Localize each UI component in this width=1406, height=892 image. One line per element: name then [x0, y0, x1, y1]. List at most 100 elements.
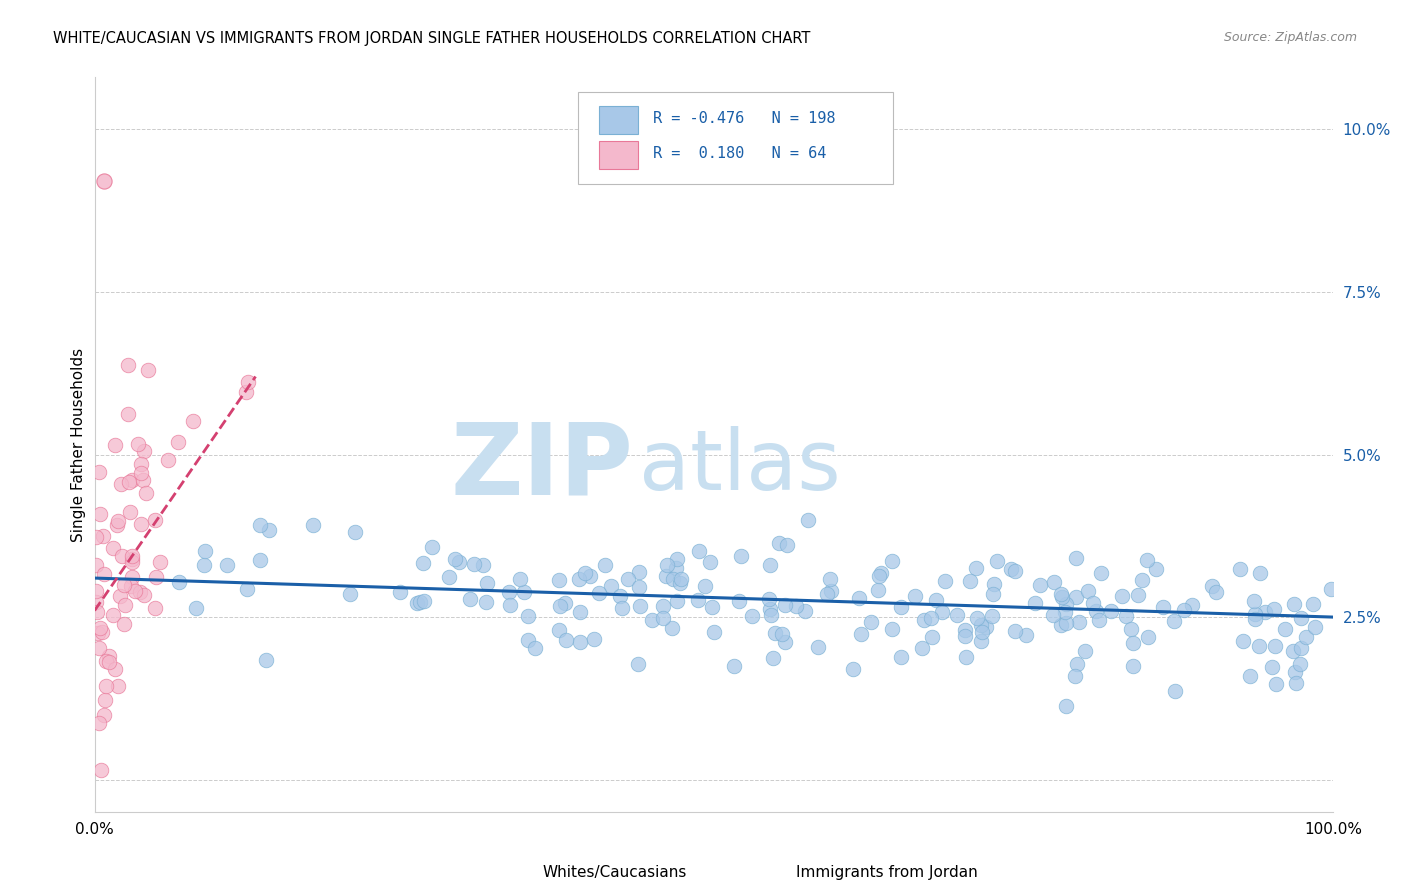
Point	[1303, 620, 1326, 634]
Point	[96, 654, 118, 668]
Point	[759, 558, 782, 573]
Point	[1000, 561, 1022, 575]
Point	[628, 599, 651, 614]
Point	[124, 583, 146, 598]
Point	[121, 552, 143, 566]
Point	[555, 632, 578, 647]
Point	[609, 589, 631, 603]
Point	[870, 566, 893, 580]
Point	[1282, 644, 1305, 658]
Point	[1130, 573, 1153, 587]
Point	[966, 611, 988, 625]
Point	[1260, 659, 1282, 673]
Point	[1050, 617, 1073, 632]
Point	[1050, 587, 1073, 601]
Point	[1284, 665, 1306, 679]
Point	[882, 623, 904, 637]
Point	[1054, 699, 1077, 714]
Point	[1282, 597, 1305, 611]
Point	[93, 566, 115, 581]
Text: atlas: atlas	[640, 426, 841, 508]
Point	[1201, 579, 1223, 593]
Point	[776, 537, 799, 551]
Point	[458, 591, 481, 606]
Point	[1121, 622, 1143, 636]
Point	[90, 763, 112, 777]
Point	[588, 586, 610, 600]
Point	[120, 579, 142, 593]
Point	[1015, 628, 1038, 642]
Point	[554, 596, 576, 610]
Point	[593, 558, 616, 572]
Point	[217, 558, 239, 572]
Point	[84, 558, 107, 572]
Point	[93, 708, 115, 723]
Point	[1263, 602, 1285, 616]
Point	[91, 624, 114, 639]
Point	[121, 549, 143, 564]
Point	[1081, 596, 1104, 610]
Point	[1050, 590, 1073, 604]
Point	[1249, 566, 1271, 580]
Point	[818, 573, 841, 587]
Point	[1074, 644, 1097, 658]
Point	[955, 629, 977, 643]
Point	[406, 596, 429, 610]
Point	[547, 573, 569, 587]
Point	[1115, 609, 1137, 624]
Point	[1054, 597, 1077, 611]
Point	[257, 523, 280, 537]
Point	[758, 592, 780, 607]
Point	[666, 552, 689, 566]
Point	[1090, 566, 1112, 581]
Point	[117, 358, 139, 372]
Point	[1053, 605, 1076, 619]
Point	[723, 659, 745, 673]
Point	[157, 452, 180, 467]
Point	[98, 655, 121, 669]
Point	[582, 632, 605, 646]
Text: R =  0.180   N = 64: R = 0.180 N = 64	[652, 146, 827, 161]
Point	[794, 604, 817, 618]
Point	[775, 635, 797, 649]
Point	[463, 557, 485, 571]
Point	[167, 574, 190, 589]
Point	[1077, 583, 1099, 598]
Point	[965, 561, 987, 575]
Point	[889, 650, 911, 665]
Point	[654, 569, 676, 583]
Point	[574, 566, 596, 581]
Point	[1247, 639, 1270, 653]
Point	[688, 543, 710, 558]
Point	[87, 715, 110, 730]
Point	[1302, 598, 1324, 612]
Point	[91, 529, 114, 543]
Point	[87, 626, 110, 640]
Point	[184, 601, 207, 615]
Point	[143, 601, 166, 615]
Point	[127, 437, 149, 451]
Point	[474, 595, 496, 609]
Point	[627, 580, 650, 594]
Point	[1163, 684, 1185, 698]
Point	[741, 609, 763, 624]
Point	[89, 507, 111, 521]
Point	[548, 623, 571, 637]
Point	[934, 574, 956, 589]
Point	[921, 631, 943, 645]
Point	[955, 650, 977, 665]
Text: WHITE/CAUCASIAN VS IMMIGRANTS FROM JORDAN SINGLE FATHER HOUSEHOLDS CORRELATION C: WHITE/CAUCASIAN VS IMMIGRANTS FROM JORDA…	[53, 31, 811, 46]
Point	[98, 648, 121, 663]
Point	[413, 593, 436, 607]
Point	[1064, 669, 1087, 683]
Point	[727, 594, 749, 608]
Point	[890, 599, 912, 614]
Point	[193, 558, 215, 573]
Point	[1066, 657, 1088, 671]
Point	[612, 600, 634, 615]
Point	[1099, 604, 1122, 618]
Point	[1122, 658, 1144, 673]
FancyBboxPatch shape	[759, 858, 785, 880]
Point	[129, 457, 152, 471]
Point	[498, 598, 520, 612]
